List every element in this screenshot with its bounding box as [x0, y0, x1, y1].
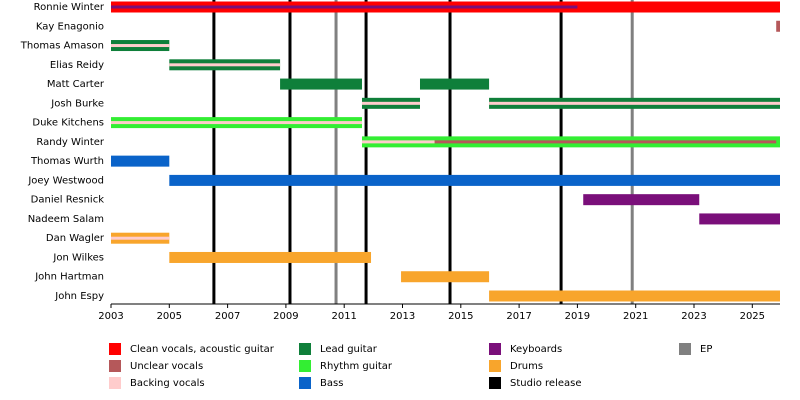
role-bar — [111, 155, 170, 167]
x-tick-label: 2019 — [565, 311, 590, 322]
legend-label: Backing vocals — [130, 378, 205, 389]
member-label: John Espy — [54, 291, 104, 302]
secondary-role-bar — [111, 5, 578, 9]
role-bar — [776, 20, 780, 32]
member-label: Nadeem Salam — [28, 214, 104, 225]
secondary-role-bar — [361, 101, 420, 105]
member-label: John Hartman — [34, 272, 104, 283]
x-tick-label: 2005 — [157, 311, 182, 322]
role-bar — [419, 78, 490, 90]
secondary-role-bar — [361, 140, 435, 144]
x-tick-label: 2011 — [331, 311, 356, 322]
member-label: Randy Winter — [36, 137, 104, 148]
legend-label: Rhythm guitar — [320, 361, 393, 372]
secondary-role-bar — [489, 101, 780, 105]
legend-label: Clean vocals, acoustic guitar — [130, 344, 275, 355]
legend-swatch — [299, 360, 311, 372]
x-tick-label: 2025 — [740, 311, 765, 322]
legend-label: Lead guitar — [320, 344, 378, 355]
legend-label: Keyboards — [510, 344, 562, 355]
member-label: Elias Reidy — [50, 60, 104, 71]
legend-label: Unclear vocals — [130, 361, 203, 372]
legend-swatch — [109, 360, 121, 372]
x-tick-label: 2021 — [623, 311, 648, 322]
role-bar — [169, 174, 780, 186]
legend-swatch — [109, 343, 121, 355]
secondary-role-bar — [434, 140, 777, 144]
role-bar — [401, 271, 490, 283]
legend-swatch — [679, 343, 691, 355]
member-label: Matt Carter — [47, 79, 105, 90]
member-label: Ronnie Winter — [34, 2, 105, 13]
x-tick-label: 2023 — [681, 311, 706, 322]
member-label: Dan Wagler — [46, 233, 105, 244]
member-label: Josh Burke — [50, 98, 104, 109]
legend-label: Drums — [510, 361, 543, 372]
member-label: Joey Westwood — [27, 175, 104, 186]
member-label: Thomas Wurth — [30, 156, 104, 167]
member-label: Kay Enagonio — [36, 21, 104, 32]
legend-swatch — [109, 377, 121, 389]
member-label: Daniel Resnick — [31, 195, 105, 206]
x-tick-label: 2015 — [448, 311, 473, 322]
secondary-role-bar — [111, 236, 170, 240]
x-tick-label: 2013 — [390, 311, 415, 322]
role-bar — [583, 194, 700, 206]
legend-label: Bass — [320, 378, 343, 389]
secondary-role-bar — [111, 121, 362, 125]
legend-swatch — [299, 377, 311, 389]
legend-swatch — [489, 343, 501, 355]
member-label: Thomas Amason — [20, 41, 104, 52]
role-bar — [699, 213, 780, 225]
member-label: Jon Wilkes — [52, 252, 104, 263]
x-tick-label: 2017 — [506, 311, 531, 322]
legend-label: EP — [700, 344, 712, 355]
legend-swatch — [299, 343, 311, 355]
x-tick-label: 2003 — [98, 311, 123, 322]
x-tick-label: 2009 — [273, 311, 298, 322]
x-tick-label: 2007 — [215, 311, 240, 322]
legend-label: Studio release — [510, 378, 582, 389]
legend-swatch — [489, 377, 501, 389]
role-bar — [169, 251, 372, 263]
secondary-role-bar — [169, 63, 281, 67]
role-bar — [280, 78, 362, 90]
secondary-role-bar — [111, 44, 170, 48]
role-bar — [489, 290, 780, 302]
member-label: Duke Kitchens — [32, 118, 104, 129]
legend-swatch — [489, 360, 501, 372]
